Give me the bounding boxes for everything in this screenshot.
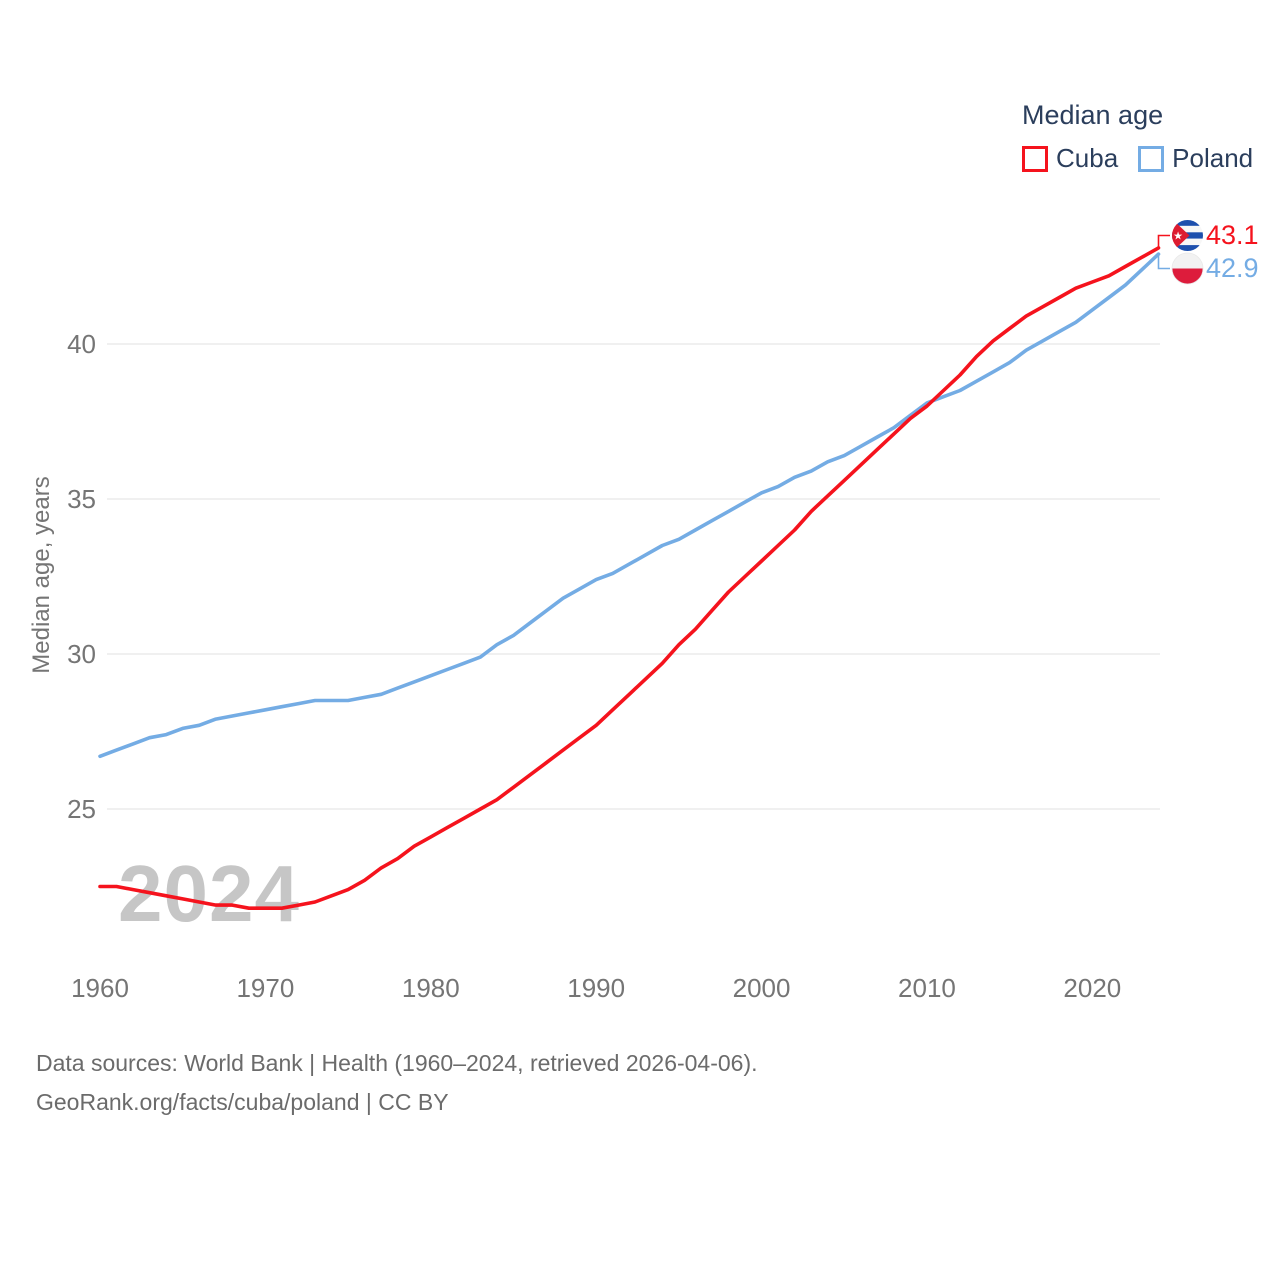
series-line-poland [98, 252, 1161, 759]
end-connector-cuba [1157, 234, 1170, 248]
poland-series-swatch [1138, 145, 1165, 172]
series-layer [98, 234, 1170, 911]
legend-item-poland[interactable]: Poland [1138, 143, 1253, 174]
legend-title: Median age [1022, 100, 1164, 130]
y-axis-title: Median age, years [28, 476, 55, 674]
cuba-flag-icon: ★ [1172, 220, 1203, 251]
legend-item-cuba[interactable]: Cuba [1022, 143, 1118, 174]
x-tick-2000: 2000 [733, 973, 791, 1003]
footer-data-sources: Data sources: World Bank | Health (1960–… [36, 1050, 758, 1076]
x-tick-2020: 2020 [1063, 973, 1121, 1003]
svg-text:★: ★ [1173, 230, 1183, 242]
legend-label-cuba: Cuba [1056, 143, 1119, 173]
x-tick-1980: 1980 [402, 973, 460, 1003]
chart-legend: Median age Cuba Poland [1022, 100, 1253, 174]
cuba-series-swatch [1022, 145, 1048, 172]
y-tick-40: 40 [67, 329, 96, 359]
y-tick-35: 35 [67, 484, 96, 514]
poland-flag-icon [1171, 252, 1204, 285]
x-tick-1970: 1970 [236, 973, 294, 1003]
x-tick-1990: 1990 [567, 973, 625, 1003]
footer: Data sources: World Bank | Health (1960–… [36, 1044, 758, 1122]
footer-attribution: GeoRank.org/facts/cuba/poland | CC BY [36, 1089, 449, 1115]
x-tick-2010: 2010 [898, 973, 956, 1003]
end-connector-poland [1157, 254, 1170, 270]
cuba-end-value: 43.1 [1206, 220, 1259, 250]
legend-items: Cuba Poland [1022, 143, 1253, 174]
series-line-cuba [98, 246, 1161, 911]
poland-end-value: 42.9 [1206, 253, 1259, 283]
x-tick-1960: 1960 [71, 973, 129, 1003]
legend-label-poland: Poland [1172, 143, 1254, 173]
y-tick-30: 30 [67, 639, 96, 669]
grid-layer: 25 30 35 40 1960 1970 1980 1990 2000 2010 2020 [67, 329, 1160, 1003]
y-tick-25: 25 [67, 794, 96, 824]
